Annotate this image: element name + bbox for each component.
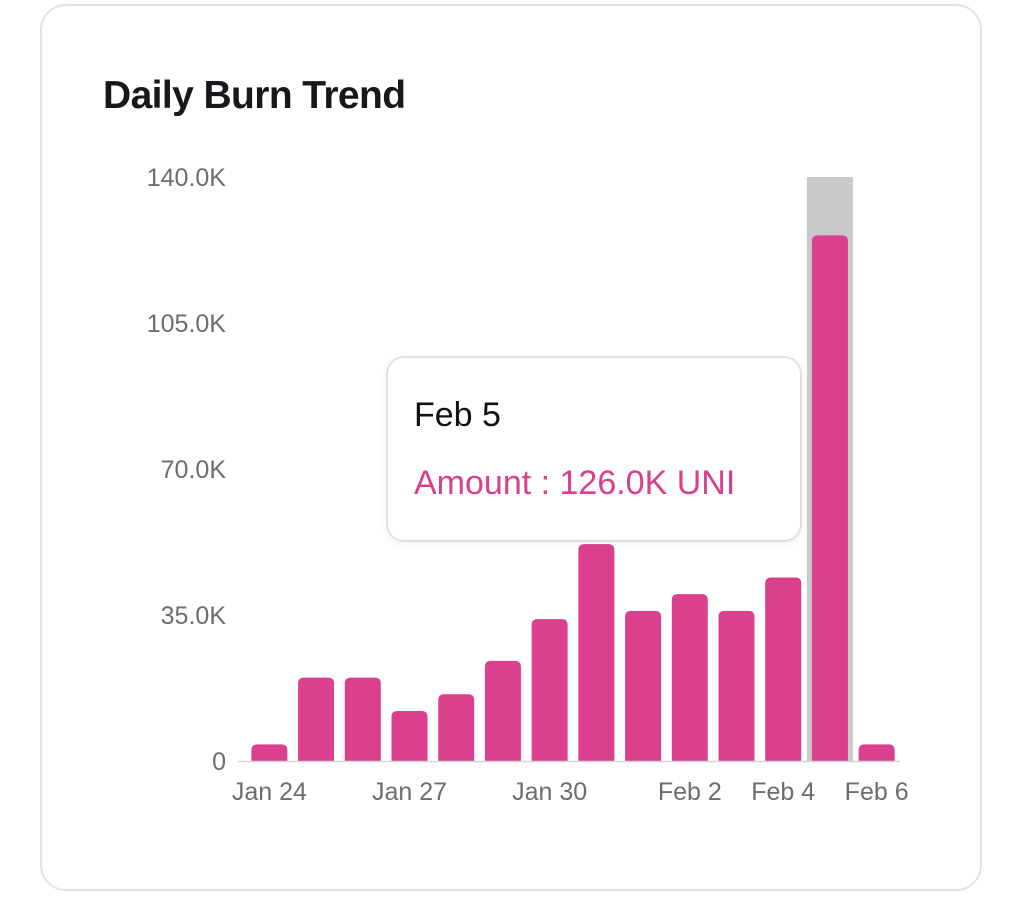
bar-jan-30[interactable] <box>531 619 568 761</box>
bar-jan-24[interactable] <box>251 744 288 761</box>
tooltip-value: Amount : 126.0K UNI <box>414 464 736 502</box>
bar-jan-26[interactable] <box>344 677 381 761</box>
bar-feb-4[interactable] <box>765 577 802 761</box>
y-tick-label: 0 <box>212 748 226 776</box>
bar-feb-2[interactable] <box>671 594 708 761</box>
x-tick-label: Feb 4 <box>751 778 815 806</box>
bar-feb-1[interactable] <box>625 610 662 761</box>
bar-feb-5[interactable] <box>811 235 848 761</box>
bar-jan-25[interactable] <box>298 677 335 761</box>
bar-feb-6[interactable] <box>858 744 895 761</box>
x-tick-label: Feb 6 <box>845 778 909 806</box>
y-tick-label: 35.0K <box>161 602 227 630</box>
x-tick-label: Jan 27 <box>372 778 447 806</box>
chart-title: Daily Burn Trend <box>103 74 406 117</box>
bar-jan-27[interactable] <box>391 710 428 761</box>
bar-feb-3[interactable] <box>718 610 755 761</box>
y-tick-label: 70.0K <box>161 456 227 484</box>
y-tick-label: 140.0K <box>147 164 227 192</box>
x-tick-label: Feb 2 <box>658 778 722 806</box>
bar-jan-28[interactable] <box>438 694 475 761</box>
chart-tooltip: Feb 5 Amount : 126.0K UNI <box>386 356 802 542</box>
bar-jan-31[interactable] <box>578 544 615 761</box>
x-tick-label: Jan 24 <box>232 778 307 806</box>
y-tick-label: 105.0K <box>147 310 227 338</box>
bar-jan-29[interactable] <box>484 660 521 761</box>
x-tick-label: Jan 30 <box>512 778 587 806</box>
tooltip-label: Feb 5 <box>414 396 501 434</box>
